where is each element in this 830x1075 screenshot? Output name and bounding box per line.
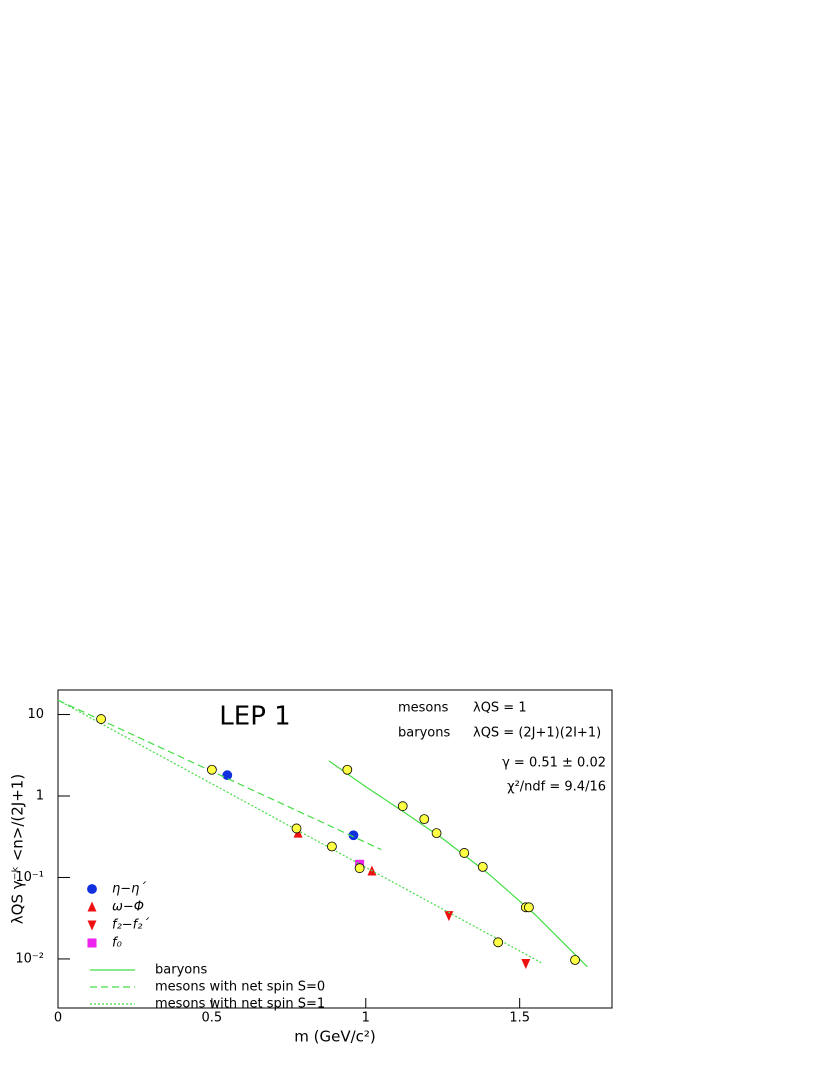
annotation: λQS = 1 — [473, 701, 527, 716]
marker — [206, 764, 217, 775]
legend-label: η−η´ — [112, 882, 146, 897]
legend-label: ω−Φ — [112, 900, 144, 915]
marker — [397, 801, 408, 812]
legend-label: f₂−f₂´ — [112, 918, 149, 933]
legend-label: f₀ — [112, 936, 123, 951]
marker — [87, 884, 97, 894]
marker — [354, 863, 365, 874]
y-tick-label: 10⁻² — [15, 951, 44, 966]
marker — [87, 920, 97, 931]
marker — [87, 938, 97, 948]
marker — [291, 823, 302, 834]
annotation: λQS = (2J+1)(2I+1) — [473, 726, 601, 741]
x-tick-label: 1 — [362, 1011, 370, 1026]
marker — [342, 764, 353, 775]
legend-label: mesons with net spin S=0 — [155, 980, 325, 995]
chart-title: LEP 1 — [219, 702, 290, 732]
marker — [87, 901, 97, 912]
y-tick-label: 1 — [36, 789, 44, 804]
x-tick-label: 1.5 — [509, 1011, 530, 1026]
y-tick-label: 10⁻¹ — [15, 870, 44, 885]
legend-label: baryons — [155, 963, 207, 978]
annotation: γ = 0.51 ± 0.02 — [502, 756, 606, 771]
marker — [459, 848, 470, 858]
marker — [96, 714, 106, 724]
fit-line — [328, 760, 588, 968]
fit-line — [57, 699, 382, 851]
annotation: χ²/ndf = 9.4/16 — [507, 780, 606, 795]
y-axis-label: λQS γ⁻ᵏ <n>/(2J+1) — [9, 774, 27, 924]
marker — [419, 814, 430, 825]
annotation: baryons — [398, 726, 450, 741]
plot-frame — [57, 689, 613, 1009]
y-tick-label: 10 — [27, 707, 44, 722]
marker — [524, 902, 534, 913]
marker — [521, 958, 531, 969]
marker — [493, 937, 504, 948]
marker — [570, 955, 580, 965]
x-tick-label: 0.5 — [202, 1011, 223, 1026]
marker — [222, 770, 233, 781]
x-axis-label: m (GeV/c²) — [294, 1028, 376, 1046]
x-tick-label: 0 — [54, 1011, 62, 1026]
marker — [327, 841, 337, 852]
annotation: mesons — [398, 701, 449, 716]
marker — [444, 911, 454, 922]
marker — [477, 861, 488, 872]
marker — [431, 828, 442, 839]
legend-label: mesons with net spin S=1 — [155, 997, 325, 1012]
